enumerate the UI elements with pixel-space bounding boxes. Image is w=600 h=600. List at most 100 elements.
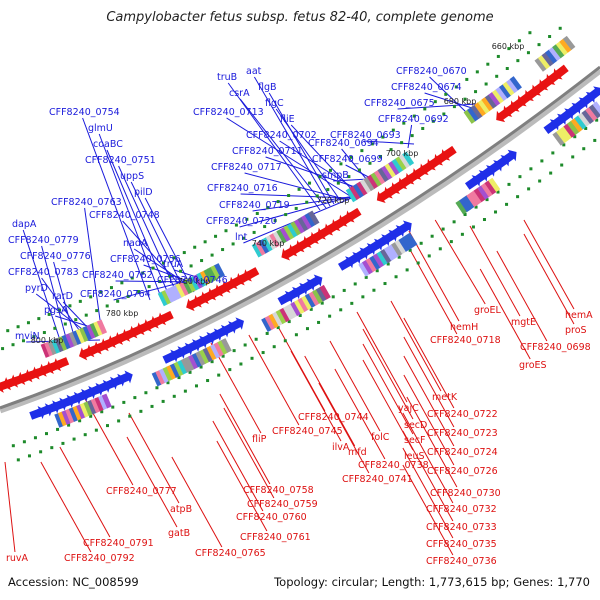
- feature-block: [286, 303, 298, 319]
- track-dot: [412, 114, 416, 118]
- feature-block: [570, 118, 584, 133]
- track-dot: [308, 181, 312, 185]
- reverse-gene-label: ruvA: [6, 553, 29, 564]
- feature-block: [366, 174, 379, 189]
- forward-gene-label: CFF8240_0675: [364, 98, 435, 109]
- track-dot: [460, 232, 464, 236]
- feature-block: [562, 35, 576, 50]
- reverse-leader-line: [403, 374, 455, 466]
- forward-gene-arrow: [227, 317, 244, 332]
- track-dot: [272, 345, 276, 349]
- feature-block: [47, 340, 58, 356]
- reverse-leader-line: [403, 317, 455, 409]
- feature-block: [173, 361, 185, 377]
- reverse-leader-line: [329, 340, 381, 432]
- tick-label-5: 760 kbp: [178, 277, 211, 286]
- feature-block: [345, 187, 358, 203]
- feature-block: [61, 409, 72, 425]
- forward-leader-line: [84, 207, 101, 321]
- track-dot: [297, 187, 301, 191]
- forward-leader-line: [239, 193, 361, 228]
- track-dot: [61, 441, 65, 445]
- reverse-gene-label: CFF8240_0732: [426, 504, 497, 515]
- forward-leader-line: [265, 156, 365, 191]
- track-dot: [99, 290, 103, 294]
- reverse-leader-line: [403, 355, 455, 447]
- feature-block: [290, 220, 302, 236]
- tick-label-1: 680 kbp: [444, 97, 477, 106]
- track-dot: [161, 261, 165, 265]
- feature-block: [488, 177, 501, 193]
- track-dot: [305, 200, 309, 204]
- track-dot: [394, 275, 398, 279]
- feature-block: [293, 218, 306, 234]
- reverse-gene-label: proS: [565, 325, 587, 336]
- feature-block: [202, 347, 214, 363]
- feature-color-blocks: [40, 35, 600, 428]
- forward-gene-label: CFF8240_0754: [49, 107, 120, 118]
- reverse-leader-line: [304, 355, 356, 447]
- feature-block: [79, 402, 90, 418]
- reverse-leader-line: [406, 243, 458, 335]
- forward-gene-label: CFF8240_0720: [206, 216, 277, 227]
- forward-gene-label: CFF8240_0693: [330, 130, 401, 141]
- track-dot: [357, 168, 361, 172]
- feature-block: [301, 214, 313, 230]
- forward-gene-label: mviN: [15, 331, 40, 342]
- forward-gene-label: flgB: [258, 82, 277, 93]
- track-dot: [442, 112, 446, 116]
- track-dot: [166, 381, 170, 385]
- feature-block: [592, 101, 600, 116]
- feature-block: [72, 405, 83, 421]
- forward-gene-label: pilD: [134, 187, 153, 198]
- feature-block: [175, 282, 186, 298]
- track-dot: [416, 261, 420, 265]
- forward-leader-line: [226, 117, 351, 197]
- forward-gene-arrow: [587, 86, 600, 102]
- feature-block: [98, 395, 109, 410]
- reverse-gene-label: CFF8240_0722: [427, 409, 498, 420]
- track-dot: [39, 450, 43, 454]
- track-dot: [78, 419, 82, 423]
- track-dot: [273, 219, 277, 223]
- forward-gene-label: CFF8240_0762: [82, 270, 153, 281]
- track-dot: [336, 181, 340, 185]
- track-dot: [402, 121, 406, 125]
- track-dot: [419, 241, 423, 245]
- track-dot: [505, 202, 509, 206]
- track-dot: [78, 299, 82, 303]
- track-dot: [276, 326, 280, 330]
- feature-block: [255, 240, 267, 256]
- track-dot: [383, 282, 387, 286]
- feature-block: [402, 151, 415, 166]
- track-dot: [518, 175, 522, 179]
- track-dot: [150, 404, 154, 408]
- feature-block: [301, 295, 313, 310]
- forward-leader-line: [53, 261, 75, 337]
- feature-block: [312, 289, 324, 304]
- feature-block: [477, 99, 491, 114]
- reverse-gene-label: CFF8240_0744: [298, 412, 369, 423]
- feature-block: [272, 231, 285, 246]
- forward-gene-label: aat: [246, 66, 262, 77]
- track-dot: [158, 280, 162, 284]
- track-dot: [381, 135, 385, 139]
- track-dot: [210, 253, 214, 257]
- track-dot: [94, 428, 98, 432]
- track-dot: [571, 155, 575, 159]
- reverse-gene-arrow: [52, 357, 70, 372]
- forward-leader-line: [130, 181, 187, 295]
- feature-block: [220, 338, 232, 353]
- forward-gene-label: smpB: [322, 170, 349, 181]
- reverse-gene-label: folC: [371, 432, 390, 443]
- track-dot: [507, 47, 511, 51]
- track-dot: [584, 126, 588, 130]
- feature-block: [398, 153, 411, 169]
- track-dot: [375, 269, 379, 273]
- feature-block: [384, 163, 397, 178]
- feature-block: [387, 244, 400, 259]
- feature-block: [54, 412, 64, 428]
- track-dot: [474, 205, 478, 209]
- feature-block: [369, 255, 381, 270]
- track-dot: [89, 295, 93, 299]
